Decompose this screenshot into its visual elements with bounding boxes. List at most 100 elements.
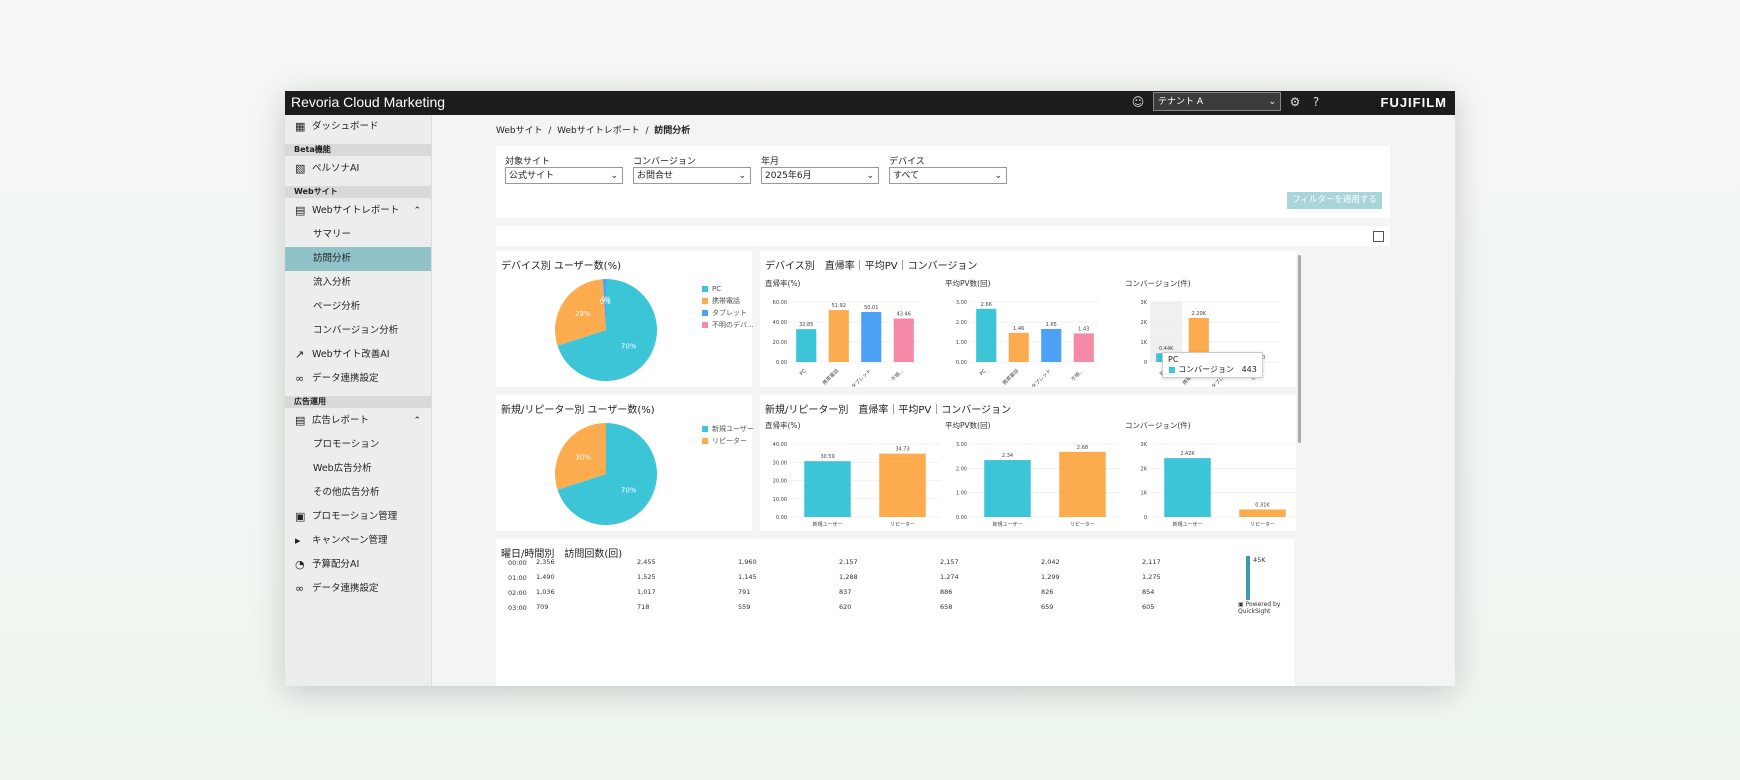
heatmap-cell[interactable]: 886 [940,588,953,596]
legend-item[interactable]: 新規ユーザー [702,423,754,435]
bar[interactable] [1041,329,1062,362]
legend-item[interactable]: 不明のデバ... [702,319,754,331]
bar[interactable] [984,460,1031,517]
bar[interactable] [1164,458,1211,517]
sidebar-item-data-link[interactable]: ∞ データ連携設定 [285,367,431,391]
heatmap-cell[interactable]: 2,455 [637,558,656,566]
heatmap-cell[interactable]: 1,490 [536,573,555,581]
repeat-metrics-title: 新規/リピーター別 直帰率｜平均PV｜コンバージョン [765,405,1012,416]
heatmap-cell[interactable]: 1,274 [940,573,959,581]
legend-item[interactable]: PC [702,283,754,295]
legend-item[interactable]: リピーター [702,435,754,447]
heatmap-cell[interactable]: 718 [637,603,650,611]
sidebar-item-ad-report[interactable]: ▤ 広告レポート ⌃ [285,409,431,433]
heatmap-cell[interactable]: 1,145 [738,573,757,581]
heatmap-cell[interactable]: 826 [1041,588,1054,596]
pie-slice[interactable] [555,279,606,346]
heatmap-cell[interactable]: 1,525 [637,573,656,581]
pie-slice[interactable] [602,279,606,330]
bar[interactable] [879,453,926,517]
heatmap-cell[interactable]: 1,960 [738,558,757,566]
bar-value-label: 2.66 [981,302,992,308]
sidebar-item-label: データ連携設定 [312,583,379,594]
bar[interactable] [976,308,997,362]
bar-value-label: 0 [1262,355,1265,361]
chevron-up-icon: ⌃ [413,416,421,426]
bar[interactable] [828,310,849,362]
sidebar-item-label: ダッシュボード [312,121,379,132]
user-icon[interactable]: ☺ [1131,95,1145,109]
heatmap-cell[interactable]: 659 [1041,603,1054,611]
heatmap-cell[interactable]: 658 [940,603,953,611]
sidebar-item-other-ad[interactable]: その他広告分析 [285,481,431,505]
repeat-pie-title: 新規/リピーター別 ユーザー数(%) [501,405,655,416]
sidebar-item-page[interactable]: ページ分析 [285,295,431,319]
conversion-select[interactable]: お問合せ ⌄ [633,167,751,184]
heatmap-cell[interactable]: 559 [738,603,751,611]
tooltip-swatch: ■ [1168,365,1176,374]
heatmap-cell[interactable]: 791 [738,588,751,596]
sidebar-item-web-ai[interactable]: ↗ Webサイト改善AI [285,343,431,367]
sidebar-item-budget-ai[interactable]: ◔ 予算配分AI [285,553,431,577]
bar[interactable] [796,329,817,362]
device-select[interactable]: すべて ⌄ [889,167,1007,184]
sidebar-section-beta: Beta機能 [285,144,431,156]
bar[interactable] [1239,509,1286,517]
heatmap-cell[interactable]: 1,288 [839,573,858,581]
legend-item[interactable]: 携帯電話 [702,295,754,307]
bar[interactable] [1008,332,1029,362]
heatmap-row-label: 03:00 [508,604,527,612]
pie-slice[interactable] [557,423,657,525]
heatmap-cell[interactable]: 1,299 [1041,573,1060,581]
sidebar-item-web-ad[interactable]: Web広告分析 [285,457,431,481]
sidebar-item-web-report[interactable]: ▤ Webサイトレポート ⌃ [285,199,431,223]
app-brand[interactable]: Revoria Cloud Marketing [291,94,446,110]
heatmap-title: 曜日/時間別 訪問回数(回) [501,549,623,560]
sidebar-item-label: Webサイト改善AI [312,349,390,360]
bar[interactable] [1073,333,1094,362]
sidebar-item-persona-ai[interactable]: ▧ ペルソナAI [285,157,431,181]
heatmap-cell[interactable]: 1,036 [536,588,555,596]
heatmap-cell[interactable]: 2,157 [940,558,959,566]
heatmap-cell[interactable]: 1,017 [637,588,656,596]
help-icon[interactable]: ? [1312,95,1320,109]
export-icon[interactable] [1373,231,1384,242]
sidebar-item-data-link-2[interactable]: ∞ データ連携設定 [285,577,431,601]
bar[interactable] [861,311,882,362]
breadcrumb-web-report[interactable]: Webサイトレポート [557,126,640,136]
sidebar-item-summary[interactable]: サマリー [285,223,431,247]
tenant-select[interactable]: テナント A ⌄ [1153,92,1281,111]
gear-icon[interactable]: ⚙ [1289,95,1301,109]
heatmap-cell[interactable]: 2,157 [839,558,858,566]
sidebar-item-conversion[interactable]: コンバージョン分析 [285,319,431,343]
pie-slice[interactable] [557,279,657,381]
heatmap-cell[interactable]: 837 [839,588,852,596]
panel-scrollbar[interactable] [1298,255,1301,443]
heatmap-cell[interactable]: 709 [536,603,549,611]
bar[interactable] [893,318,914,362]
legend-item[interactable]: タブレット [702,307,754,319]
sidebar-item-campaign[interactable]: ▸ キャンペーン管理 [285,529,431,553]
bar[interactable] [804,461,851,517]
breadcrumb-web[interactable]: Webサイト [496,126,543,136]
sidebar-item-promo-mgmt[interactable]: ▣ プロモーション管理 [285,505,431,529]
apply-filter-button[interactable]: フィルターを適用する [1287,192,1382,209]
heatmap-cell[interactable]: 2,117 [1142,558,1161,566]
sidebar-item-visit-analysis[interactable]: 訪問分析 [285,247,431,271]
sidebar-item-inflow[interactable]: 流入分析 [285,271,431,295]
sidebar-item-promotion[interactable]: プロモーション [285,433,431,457]
heatmap-cell[interactable]: 854 [1142,588,1155,596]
heatmap-cell[interactable]: 605 [1142,603,1155,611]
y-tick-label: 1K [1141,340,1148,346]
x-tick-label: PC [979,368,988,377]
bar[interactable] [1188,318,1209,362]
heatmap-cell[interactable]: 2,356 [536,558,555,566]
heatmap-cell[interactable]: 620 [839,603,852,611]
bar[interactable] [1059,451,1106,517]
heatmap-cell[interactable]: 1,275 [1142,573,1161,581]
site-select[interactable]: 公式サイト ⌄ [505,167,623,184]
month-select[interactable]: 2025年6月 ⌄ [761,167,879,184]
heatmap-cell[interactable]: 2,042 [1041,558,1060,566]
pie-slice[interactable] [555,423,606,490]
sidebar-item-dashboard[interactable]: ▦ ダッシュボード [285,115,431,139]
